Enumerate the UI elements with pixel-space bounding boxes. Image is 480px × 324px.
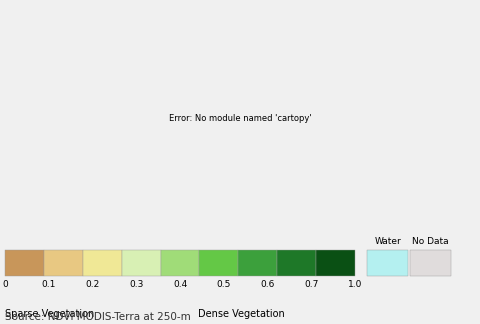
Bar xyxy=(367,249,408,276)
Bar xyxy=(316,249,355,276)
Bar xyxy=(200,249,239,276)
Text: Source: NDVI MODIS-Terra at 250-m: Source: NDVI MODIS-Terra at 250-m xyxy=(5,312,191,322)
Text: 0.2: 0.2 xyxy=(85,280,99,289)
Text: 0.7: 0.7 xyxy=(304,280,319,289)
Bar xyxy=(121,249,160,276)
Text: 0: 0 xyxy=(2,280,8,289)
Text: 0.4: 0.4 xyxy=(173,280,187,289)
Bar xyxy=(410,249,451,276)
Text: Error: No module named 'cartopy': Error: No module named 'cartopy' xyxy=(168,114,312,123)
Text: 0.1: 0.1 xyxy=(41,280,56,289)
Text: No Data: No Data xyxy=(412,237,449,246)
Bar xyxy=(160,249,200,276)
Text: Sparse Vegetation: Sparse Vegetation xyxy=(5,309,94,319)
Bar xyxy=(277,249,316,276)
Text: Water: Water xyxy=(374,237,401,246)
Text: 0.6: 0.6 xyxy=(261,280,275,289)
Bar xyxy=(5,249,44,276)
Bar xyxy=(44,249,83,276)
Text: Dense Vegetation: Dense Vegetation xyxy=(198,309,284,319)
Text: 1.0: 1.0 xyxy=(348,280,362,289)
Text: 0.3: 0.3 xyxy=(129,280,144,289)
Bar xyxy=(83,249,121,276)
Text: 0.5: 0.5 xyxy=(216,280,231,289)
Bar xyxy=(239,249,277,276)
